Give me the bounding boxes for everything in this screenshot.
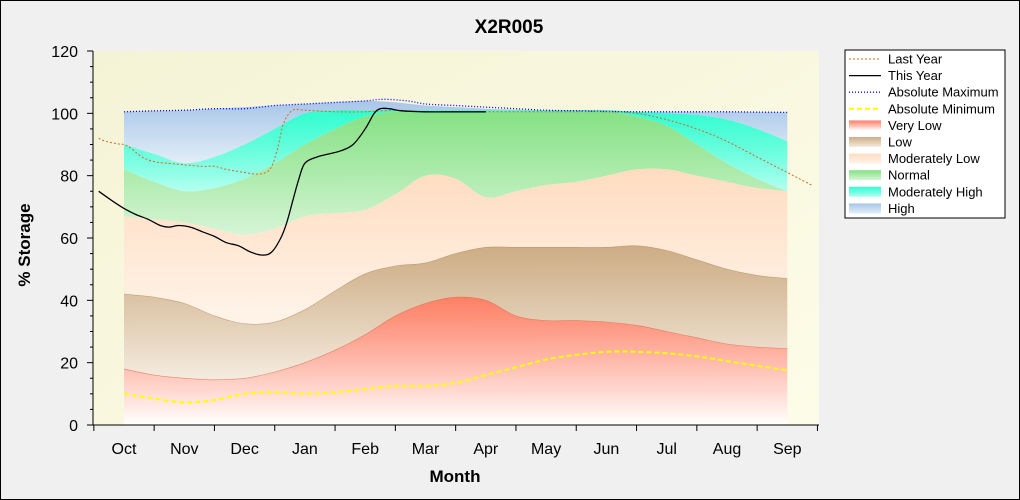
band-high <box>124 100 788 164</box>
legend-item: Moderately Low <box>849 151 980 166</box>
x-tick-label: Oct <box>112 441 137 458</box>
legend-label: Very Low <box>888 118 942 133</box>
band-moderately-low <box>124 168 788 325</box>
legend-item: Moderately High <box>849 184 983 199</box>
legend-label: Last Year <box>888 52 943 67</box>
axes <box>87 50 819 431</box>
series-line-absolute-minimum <box>123 350 788 404</box>
legend-label: Normal <box>888 168 930 183</box>
y-axis-label: % Storage <box>15 203 34 286</box>
legend-label: High <box>888 201 915 216</box>
legend-item: This Year <box>849 68 943 83</box>
x-tick-label: May <box>531 441 561 458</box>
x-tick-label: Jan <box>292 441 318 458</box>
legend-item: Absolute Minimum <box>849 101 995 116</box>
band-areas <box>123 100 788 425</box>
x-tick-label: Dec <box>230 441 258 458</box>
x-tick-label: Sep <box>773 441 802 458</box>
chart-title: X2R005 <box>475 17 544 38</box>
legend-swatch <box>849 153 881 164</box>
y-tick-label: 100 <box>51 106 78 123</box>
x-tick-label: Mar <box>412 441 440 458</box>
legend-label: Absolute Minimum <box>888 101 995 116</box>
legend-item: Normal <box>849 168 930 183</box>
legend-label: Absolute Maximum <box>888 85 999 100</box>
legend-item: High <box>849 201 915 216</box>
band-very-low <box>124 297 788 425</box>
y-tick-label: 60 <box>60 231 78 248</box>
legend-item: Absolute Maximum <box>849 85 999 100</box>
y-tick-label: 0 <box>69 418 78 435</box>
legend-swatch <box>849 203 881 214</box>
y-tick-label: 40 <box>60 293 78 310</box>
legend-label: Moderately High <box>888 184 983 199</box>
y-tick-label: 80 <box>60 169 78 186</box>
band-moderately-high <box>124 109 788 192</box>
legend-swatch <box>849 170 881 181</box>
series-line-absolute-maximum <box>123 98 788 114</box>
series-line-this-year <box>98 107 486 256</box>
legend-item: Low <box>849 135 912 150</box>
x-tick-labels: Oct Nov Dec Jan Feb Mar Apr May Jun Jul Aug Sep <box>112 441 802 458</box>
x-tick-label: Nov <box>170 441 198 458</box>
legend-label: Moderately Low <box>888 151 980 166</box>
y-tick-label: 20 <box>60 356 78 373</box>
x-tick-label: Jul <box>656 441 676 458</box>
band-normal <box>124 111 788 235</box>
y-tick-labels: 0 20 40 60 80 100 120 <box>51 44 78 435</box>
band-boundary <box>123 296 788 381</box>
legend-item: Very Low <box>849 118 942 133</box>
legend-label: This Year <box>888 68 943 83</box>
legend-label: Low <box>888 135 912 150</box>
band-low <box>124 245 788 380</box>
x-tick-label: Aug <box>713 441 741 458</box>
x-tick-label: Apr <box>473 441 499 458</box>
legend-swatch <box>849 186 881 197</box>
x-axis-label: Month <box>430 467 481 486</box>
y-tick-label: 120 <box>51 44 78 61</box>
legend-swatch <box>849 120 881 131</box>
legend-swatch <box>849 137 881 147</box>
series-lines <box>98 98 812 404</box>
band-boundary <box>123 245 788 325</box>
legend-item: Last Year <box>849 52 943 67</box>
x-tick-label: Jun <box>594 441 620 458</box>
x-tick-label: Feb <box>351 441 379 458</box>
